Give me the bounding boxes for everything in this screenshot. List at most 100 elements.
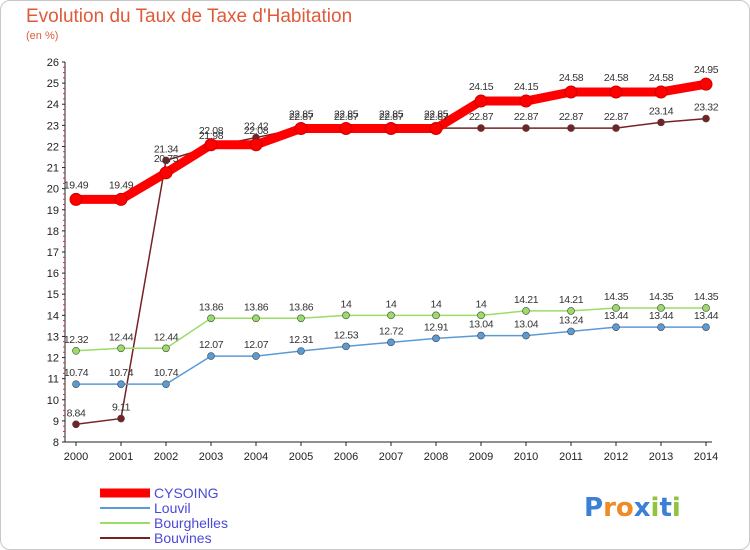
- x-tick-label: 2003: [199, 451, 223, 463]
- data-label-cysoing: 24.58: [604, 72, 629, 84]
- y-tick-label: 10: [47, 395, 59, 407]
- x-tick-label: 2011: [559, 451, 583, 463]
- x-tick-label: 2004: [244, 451, 268, 463]
- data-point-louvil: [117, 380, 125, 388]
- x-tick-label: 2002: [154, 451, 178, 463]
- data-labels: 19.49 19.49 20.75 22.08 22.08 22.85 22.85 22.85…: [64, 64, 719, 419]
- chart-title: Evolution du Taux de Taxe d'Habitation: [26, 6, 353, 27]
- y-tick-label: 20: [47, 184, 59, 196]
- data-point-bouvines: [657, 118, 665, 127]
- data-label-bouvines: 23.32: [694, 102, 719, 114]
- data-point-cysoing: [699, 77, 713, 91]
- data-label-louvil: 12.31: [289, 334, 314, 346]
- data-label-bourghelles: 13.86: [244, 301, 269, 313]
- data-point-bouvines: [612, 124, 620, 132]
- y-tick-label: 11: [48, 374, 59, 386]
- data-point-bourghelles: [387, 311, 395, 320]
- data-label-bouvines: 21.98: [199, 130, 224, 142]
- x-tick-label: 2013: [649, 451, 673, 463]
- data-label-cysoing: 22.08: [199, 125, 224, 137]
- data-label-bourghelles: 14.35: [649, 291, 674, 303]
- data-point-louvil: [72, 380, 80, 388]
- data-label-bourghelles: 14.21: [514, 294, 539, 306]
- data-point-bourghelles: [162, 344, 170, 353]
- x-tick-label: 2014: [694, 451, 718, 463]
- data-label-louvil: 13.04: [514, 319, 539, 331]
- data-point-cysoing: [69, 192, 83, 206]
- x-tick-label: 2012: [604, 451, 628, 463]
- data-label-bourghelles: 14: [386, 298, 397, 310]
- data-point-bouvines: [477, 124, 485, 132]
- data-label-cysoing: 22.85: [289, 109, 314, 121]
- legend-label-bouvines: Bouvines: [154, 530, 212, 546]
- data-point-cysoing: [654, 85, 668, 99]
- data-point-cysoing: [429, 122, 443, 135]
- legend-label-cysoing: CYSOING: [154, 485, 219, 501]
- data-label-cysoing: 22.08: [244, 125, 269, 137]
- data-point-cysoing: [609, 85, 623, 99]
- data-point-bouvines: [567, 124, 575, 132]
- data-point-cysoing: [339, 122, 353, 135]
- x-tick-label: 2001: [109, 451, 133, 463]
- y-tick-label: 12: [47, 353, 59, 365]
- data-point-bouvines: [72, 420, 80, 429]
- data-point-bouvines: [162, 156, 170, 165]
- y-tick-label: 18: [47, 226, 59, 238]
- data-point-bouvines: [522, 124, 530, 132]
- y-tick-label: 14: [47, 310, 59, 322]
- data-label-bouvines: 8.84: [67, 407, 86, 419]
- data-point-bourghelles: [432, 311, 440, 320]
- y-tick-label: 23: [47, 120, 59, 132]
- series-line-cysoing: [71, 79, 711, 204]
- data-label-louvil: 10.74: [109, 367, 134, 379]
- data-point-cysoing: [204, 138, 218, 152]
- data-point-bourghelles: [702, 304, 710, 312]
- data-label-cysoing: 24.58: [649, 72, 674, 84]
- data-label-bourghelles: 14.35: [604, 291, 629, 303]
- x-tick-label: 2000: [64, 451, 88, 463]
- y-tick-label: 24: [47, 99, 59, 111]
- data-label-bourghelles: 13.86: [289, 301, 314, 313]
- data-label-bourghelles: 13.86: [199, 301, 224, 313]
- data-point-bouvines: [702, 114, 710, 123]
- data-label-louvil: 13.44: [694, 310, 719, 322]
- data-point-louvil: [522, 331, 530, 340]
- y-tick-label: 16: [47, 268, 59, 280]
- data-point-bourghelles: [207, 314, 215, 323]
- data-point-cysoing: [384, 122, 398, 135]
- data-point-bourghelles: [657, 304, 665, 312]
- logo-text: Proxiti: [584, 493, 681, 523]
- data-label-bouvines: 22.42: [244, 121, 269, 133]
- axes: 8 9 10 11 12 13 14 15 16 17 18 19 20 21 22 23 24 25 26 2000…: [47, 57, 718, 463]
- data-label-bouvines: 22.87: [379, 111, 404, 123]
- y-tick-label: 17: [47, 247, 59, 259]
- y-tick-label: 21: [47, 163, 59, 175]
- data-point-cysoing: [294, 122, 308, 135]
- data-label-louvil: 12.07: [244, 339, 269, 351]
- series-points: [69, 77, 713, 429]
- data-point-louvil: [162, 380, 170, 388]
- data-label-cysoing: 22.85: [424, 109, 449, 121]
- data-point-louvil: [432, 334, 440, 343]
- data-point-louvil: [702, 323, 710, 331]
- data-point-bourghelles: [297, 314, 305, 323]
- y-tick-label: 19: [47, 205, 59, 217]
- data-point-bourghelles: [567, 307, 575, 315]
- data-label-bouvines: 22.87: [334, 111, 359, 123]
- data-label-cysoing: 24.95: [694, 64, 719, 76]
- data-point-bourghelles: [117, 344, 125, 353]
- data-label-bouvines: 22.87: [604, 111, 629, 123]
- data-point-louvil: [387, 338, 395, 347]
- data-point-cysoing: [474, 94, 488, 108]
- data-label-louvil: 13.24: [559, 314, 584, 326]
- data-point-cysoing: [114, 192, 128, 206]
- data-label-bourghelles: 12.44: [109, 331, 134, 343]
- x-tick-label: 2008: [424, 451, 448, 463]
- y-tick-label: 15: [47, 289, 59, 301]
- data-label-cysoing: 19.49: [64, 179, 89, 191]
- y-tick-label: 9: [53, 416, 59, 428]
- data-label-louvil: 12.53: [334, 329, 359, 341]
- data-label-cysoing: 20.75: [154, 153, 179, 165]
- x-tick-label: 2005: [289, 451, 313, 463]
- data-label-bouvines: 22.87: [559, 111, 584, 123]
